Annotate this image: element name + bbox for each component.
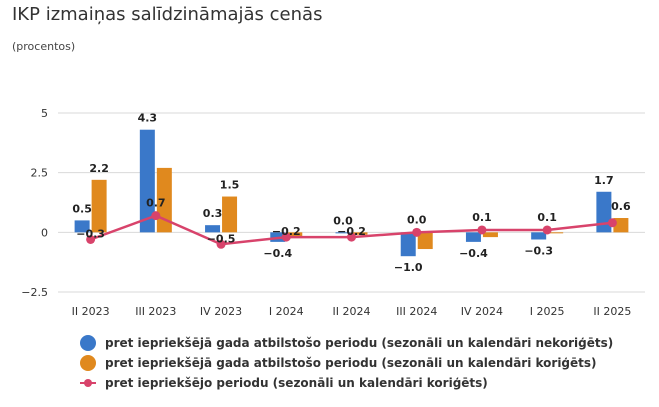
data-label-series-0-1: 4.3 bbox=[138, 112, 158, 125]
data-label-series-2-6: 0.1 bbox=[472, 211, 492, 224]
bar-series-1-0 bbox=[91, 179, 107, 233]
bar-series-1-3 bbox=[287, 232, 303, 238]
line-point-series-2-7 bbox=[542, 225, 552, 235]
bar-series-0-8 bbox=[596, 191, 612, 233]
legend-marker-series-2 bbox=[80, 375, 96, 391]
x-tick-label-1: III 2023 bbox=[135, 305, 176, 318]
bar-series-1-5 bbox=[417, 232, 433, 250]
data-label-series-0-6: −0.4 bbox=[459, 247, 488, 260]
data-label-series-0-3: −0.4 bbox=[263, 247, 292, 260]
data-label-series-1-0: 2.2 bbox=[89, 162, 109, 175]
line-point-series-2-6 bbox=[477, 225, 487, 235]
data-label-series-0-8: 1.7 bbox=[594, 174, 614, 187]
data-label-series-1-8: 0.6 bbox=[611, 200, 631, 213]
bar-series-0-0 bbox=[74, 220, 90, 233]
data-label-series-0-7: −0.3 bbox=[524, 244, 553, 257]
data-label-series-2-1: 0.7 bbox=[146, 197, 166, 210]
line-point-series-2-0 bbox=[86, 234, 96, 244]
x-tick-label-6: IV 2024 bbox=[461, 305, 503, 318]
x-tick-label-5: III 2024 bbox=[396, 305, 437, 318]
line-point-series-2-1 bbox=[151, 211, 161, 221]
x-tick-label-2: IV 2023 bbox=[200, 305, 242, 318]
x-tick-label-0: II 2023 bbox=[72, 305, 110, 318]
bar-series-0-7 bbox=[531, 232, 547, 240]
legend-marker-series-1 bbox=[80, 355, 96, 371]
x-tick-label-4: II 2024 bbox=[333, 305, 371, 318]
data-label-series-1-2: 1.5 bbox=[220, 179, 240, 192]
y-tick-label-1: 2.5 bbox=[31, 167, 49, 180]
legend-item-series-1[interactable]: pret iepriekšējā gada atbilstošo periodu… bbox=[80, 353, 613, 373]
data-label-series-2-0: −0.3 bbox=[76, 227, 105, 240]
bar-series-0-4 bbox=[335, 232, 351, 234]
y-tick-label-3: −2.5 bbox=[21, 286, 48, 299]
chart-legend: pret iepriekšējā gada atbilstošo periodu… bbox=[80, 333, 613, 393]
data-label-series-2-2: −0.5 bbox=[207, 232, 236, 245]
data-label-series-2-5: 0.0 bbox=[407, 213, 427, 226]
data-label-series-2-7: 0.1 bbox=[537, 211, 557, 224]
legend-label-series-0: pret iepriekšējā gada atbilstošo periodu… bbox=[105, 336, 614, 350]
line-point-series-2-8 bbox=[607, 218, 617, 228]
legend-marker-series-0 bbox=[80, 335, 96, 351]
chart-title: IKP izmaiņas salīdzināmajās cenās bbox=[12, 4, 323, 25]
y-tick-label-2: 0 bbox=[41, 226, 48, 239]
x-tick-label-7: I 2025 bbox=[530, 305, 565, 318]
x-tick-label-8: II 2025 bbox=[593, 305, 631, 318]
legend-label-series-2: pret iepriekšējo periodu (sezonāli un ka… bbox=[105, 376, 488, 390]
line-point-series-2-2 bbox=[216, 239, 226, 249]
bar-series-0-1 bbox=[139, 129, 155, 233]
bar-series-1-2 bbox=[222, 196, 238, 233]
line-point-series-2-5 bbox=[412, 227, 422, 237]
x-tick-label-3: I 2024 bbox=[269, 305, 304, 318]
data-label-series-2-3: −0.2 bbox=[272, 225, 301, 238]
line-point-series-2-3 bbox=[281, 232, 291, 242]
data-label-series-0-0: 0.5 bbox=[72, 202, 92, 215]
y-tick-label-0: 5 bbox=[41, 107, 48, 120]
data-label-series-0-4: 0.0 bbox=[333, 214, 353, 227]
bar-series-0-2 bbox=[205, 225, 221, 233]
legend-label-series-1: pret iepriekšējā gada atbilstošo periodu… bbox=[105, 356, 597, 370]
line-point-series-2-4 bbox=[347, 232, 356, 242]
bar-series-1-1 bbox=[156, 167, 172, 233]
bar-series-1-8 bbox=[613, 218, 629, 233]
bar-series-1-4 bbox=[352, 232, 368, 235]
bar-series-1-6 bbox=[482, 232, 498, 238]
bar-series-1-7 bbox=[548, 232, 564, 234]
data-label-series-0-5: −1.0 bbox=[394, 261, 423, 274]
legend-item-series-0[interactable]: pret iepriekšējā gada atbilstošo periodu… bbox=[80, 333, 613, 353]
bar-series-0-6 bbox=[465, 232, 481, 242]
legend-item-series-2[interactable]: pret iepriekšējo periodu (sezonāli un ka… bbox=[80, 373, 613, 393]
data-label-series-2-4: −0.2 bbox=[337, 225, 366, 238]
data-label-series-0-2: 0.3 bbox=[203, 207, 223, 220]
chart-subtitle: (procentos) bbox=[12, 40, 76, 53]
bar-series-0-5 bbox=[400, 232, 416, 257]
